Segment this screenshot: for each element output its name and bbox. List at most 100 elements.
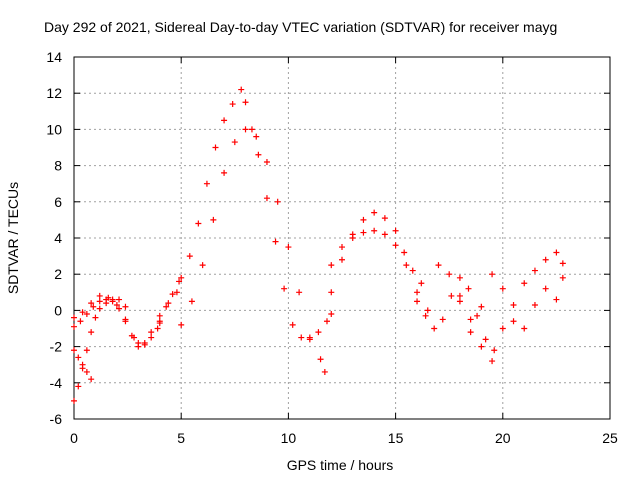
data-point [253, 133, 260, 140]
y-axis-label: SDTVAR / TECUs [5, 182, 21, 294]
data-point [553, 296, 560, 303]
data-point [435, 262, 442, 269]
data-point [163, 303, 170, 310]
data-point [499, 325, 506, 332]
data-point [96, 298, 103, 305]
data-point [242, 126, 249, 133]
data-point [103, 300, 110, 307]
data-point [456, 298, 463, 305]
data-point [116, 305, 123, 312]
y-tick-label: -4 [50, 375, 63, 391]
data-point [448, 292, 455, 299]
series-satellite-arc-10 [435, 262, 566, 332]
data-point [317, 356, 324, 363]
axis-ticks [73, 56, 611, 420]
data-point [71, 314, 77, 321]
y-tick-label: 4 [54, 230, 62, 246]
data-point [169, 291, 176, 298]
data-point [510, 301, 517, 308]
data-point [403, 262, 410, 269]
data-point [188, 298, 195, 305]
y-tick-label: 2 [54, 266, 62, 282]
data-point [231, 139, 238, 146]
data-point [559, 260, 566, 267]
data-point [281, 285, 288, 292]
series-satellite-arc-2 [71, 278, 183, 350]
data-point [148, 329, 155, 336]
x-tick-label: 25 [602, 430, 618, 446]
data-point [116, 296, 123, 303]
data-point [339, 244, 345, 251]
data-point [424, 307, 431, 314]
data-point [148, 334, 155, 341]
data-point [122, 316, 129, 323]
data-point [131, 334, 138, 341]
data-point [173, 289, 180, 296]
data-points [71, 86, 566, 404]
series-satellite-arc-9 [414, 274, 498, 354]
data-point [178, 321, 185, 328]
data-point [321, 368, 328, 375]
data-point [88, 300, 95, 307]
x-tick-label: 10 [281, 430, 297, 446]
data-point [298, 334, 305, 341]
data-point [306, 334, 313, 341]
data-point [71, 347, 77, 354]
data-point [272, 238, 279, 245]
data-point [381, 215, 388, 222]
data-point [71, 323, 77, 330]
data-point [474, 312, 481, 319]
data-point [478, 303, 485, 310]
x-axis-label: GPS time / hours [287, 457, 394, 473]
data-point [79, 365, 86, 372]
data-point [105, 294, 112, 301]
data-point [315, 329, 322, 336]
data-point [431, 325, 438, 332]
data-point [482, 336, 489, 343]
data-point [531, 267, 538, 274]
y-tick-label: 0 [54, 302, 62, 318]
data-point [467, 329, 474, 336]
data-point [531, 301, 538, 308]
data-point [296, 289, 303, 296]
data-point [96, 292, 103, 299]
data-point [456, 292, 463, 299]
data-point [401, 249, 408, 256]
data-point [221, 169, 228, 176]
data-point [478, 343, 485, 350]
data-point [75, 383, 82, 390]
data-point [176, 278, 183, 285]
data-point [263, 158, 270, 165]
y-tick-label: 6 [54, 194, 62, 210]
data-point [414, 289, 421, 296]
data-point [79, 309, 86, 316]
data-point [491, 347, 498, 354]
data-point [339, 256, 345, 263]
data-point [96, 305, 103, 312]
data-point [323, 318, 330, 325]
data-point [371, 227, 378, 234]
data-point [371, 209, 378, 216]
y-tick-label: 12 [46, 85, 62, 101]
data-point [328, 289, 335, 296]
data-point [109, 296, 116, 303]
data-point [456, 274, 463, 281]
data-point [255, 151, 262, 158]
data-point [465, 285, 472, 292]
data-point [274, 198, 281, 205]
data-point [392, 242, 399, 249]
series-satellite-arc-11 [456, 249, 566, 365]
data-point [360, 216, 367, 223]
data-point [88, 329, 95, 336]
data-point [542, 285, 549, 292]
series-satellite-arc-5 [156, 86, 335, 343]
data-point [360, 229, 367, 236]
data-point [559, 274, 566, 281]
data-point [113, 301, 120, 308]
data-point [199, 262, 206, 269]
data-point [422, 312, 429, 319]
series-satellite-arc-6 [178, 126, 328, 375]
data-point [229, 101, 236, 108]
data-point [210, 216, 217, 223]
data-point [414, 298, 421, 305]
